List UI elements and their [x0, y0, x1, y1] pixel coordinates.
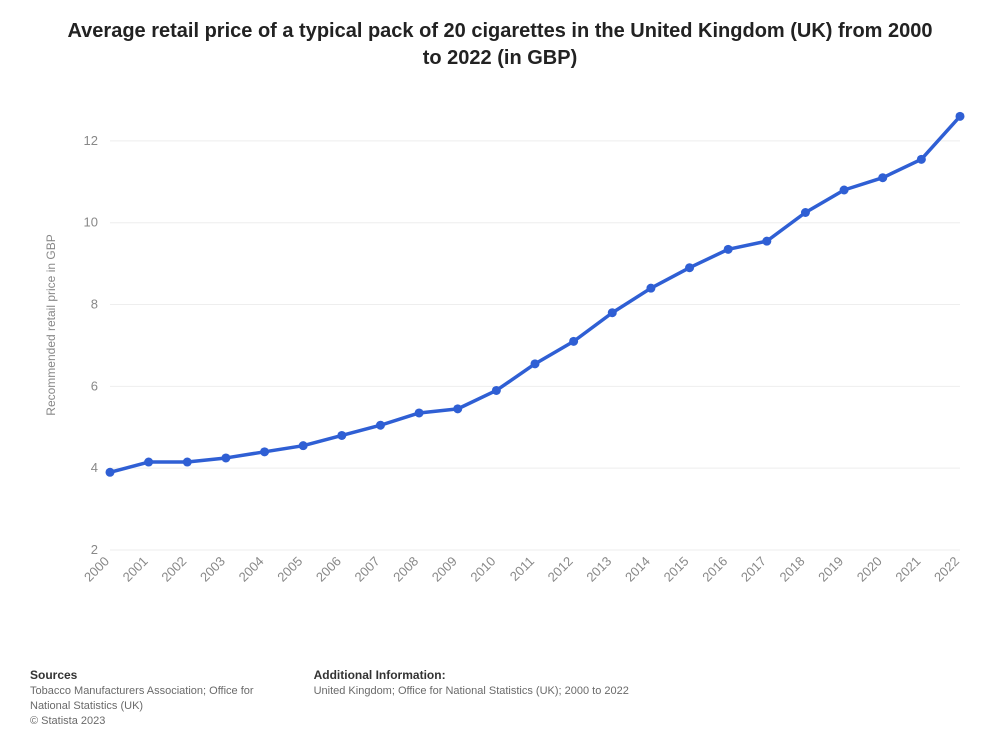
chart-svg: 2 4 6 8 10 12 Recommended retail price in GBP 2… — [20, 80, 980, 640]
data-marker — [492, 386, 501, 395]
plot-background — [110, 100, 960, 550]
x-tick-label: 2008 — [390, 554, 421, 585]
x-tick: 2004 — [236, 554, 267, 585]
x-tick: 2001 — [120, 554, 151, 585]
x-tick: 2020 — [854, 554, 885, 585]
x-tick-label: 2014 — [622, 554, 653, 585]
x-tick: 2019 — [815, 554, 846, 585]
x-tick-label: 2010 — [467, 554, 498, 585]
copyright: © Statista 2023 — [30, 714, 254, 729]
sources-heading: Sources — [30, 668, 254, 682]
x-tick-label: 2003 — [197, 554, 228, 585]
data-marker — [840, 186, 849, 195]
x-tick-label: 2022 — [931, 554, 962, 585]
y-tick-label: 8 — [91, 297, 98, 312]
x-tick: 2021 — [892, 554, 923, 585]
x-tick-label: 2005 — [274, 554, 305, 585]
data-marker — [453, 404, 462, 413]
data-marker — [685, 263, 694, 272]
x-tick: 2003 — [197, 554, 228, 585]
data-marker — [917, 155, 926, 164]
data-marker — [878, 173, 887, 182]
x-tick-label: 2012 — [545, 554, 576, 585]
x-tick: 2002 — [158, 554, 189, 585]
x-tick-label: 2000 — [81, 554, 112, 585]
data-marker — [221, 453, 230, 462]
additional-info-heading: Additional Information: — [314, 668, 629, 682]
x-tick: 2007 — [352, 554, 383, 585]
chart-container: Average retail price of a typical pack o… — [0, 0, 1000, 743]
chart-area: 2 4 6 8 10 12 Recommended retail price in GBP 2… — [20, 80, 980, 662]
additional-info-block: Additional Information: United Kingdom; … — [314, 668, 629, 729]
x-tick: 2016 — [699, 554, 730, 585]
y-tick-label: 12 — [84, 133, 98, 148]
data-marker — [801, 208, 810, 217]
x-tick: 2022 — [931, 554, 962, 585]
data-marker — [337, 431, 346, 440]
x-tick: 2015 — [661, 554, 692, 585]
x-tick-label: 2011 — [507, 554, 537, 584]
data-marker — [646, 284, 655, 293]
x-tick: 2017 — [738, 554, 769, 585]
x-tick-label: 2016 — [699, 554, 730, 585]
x-tick: 2008 — [390, 554, 421, 585]
x-tick-label: 2013 — [583, 554, 614, 585]
y-tick-label: 10 — [84, 215, 98, 230]
x-tick: 2014 — [622, 554, 653, 585]
x-tick: 2006 — [313, 554, 344, 585]
data-marker — [956, 112, 965, 121]
chart-footer: Sources Tobacco Manufacturers Associatio… — [20, 662, 980, 733]
x-tick: 2011 — [507, 554, 537, 584]
y-axis-label: Recommended retail price in GBP — [44, 234, 58, 415]
x-tick-label: 2017 — [738, 554, 769, 585]
data-marker — [608, 308, 617, 317]
x-tick-label: 2021 — [892, 554, 923, 585]
data-marker — [569, 337, 578, 346]
x-tick: 2012 — [545, 554, 576, 585]
x-tick-label: 2002 — [158, 554, 189, 585]
data-marker — [415, 408, 424, 417]
x-tick: 2009 — [429, 554, 460, 585]
y-tick-label: 4 — [91, 460, 98, 475]
x-tick: 2018 — [777, 554, 808, 585]
data-marker — [531, 359, 540, 368]
x-tick-label: 2009 — [429, 554, 460, 585]
x-tick-label: 2018 — [777, 554, 808, 585]
data-marker — [724, 245, 733, 254]
data-marker — [260, 447, 269, 456]
x-tick-label: 2019 — [815, 554, 846, 585]
data-marker — [183, 458, 192, 467]
data-marker — [762, 237, 771, 246]
x-tick-label: 2001 — [120, 554, 151, 585]
data-marker — [299, 441, 308, 450]
x-tick-label: 2015 — [661, 554, 692, 585]
x-tick-label: 2004 — [236, 554, 267, 585]
chart-title: Average retail price of a typical pack o… — [20, 18, 980, 80]
sources-line-2: National Statistics (UK) — [30, 699, 254, 714]
x-tick-label: 2006 — [313, 554, 344, 585]
data-marker — [106, 468, 115, 477]
y-tick-label: 6 — [91, 378, 98, 393]
y-tick-label: 2 — [91, 542, 98, 557]
sources-block: Sources Tobacco Manufacturers Associatio… — [30, 668, 254, 729]
data-marker — [144, 458, 153, 467]
x-tick: 2013 — [583, 554, 614, 585]
additional-info-line: United Kingdom; Office for National Stat… — [314, 684, 629, 699]
x-tick-label: 2007 — [352, 554, 383, 585]
x-tick: 2005 — [274, 554, 305, 585]
data-marker — [376, 421, 385, 430]
sources-line-1: Tobacco Manufacturers Association; Offic… — [30, 684, 254, 699]
x-tick-label: 2020 — [854, 554, 885, 585]
x-tick: 2010 — [467, 554, 498, 585]
x-tick: 2000 — [81, 554, 112, 585]
